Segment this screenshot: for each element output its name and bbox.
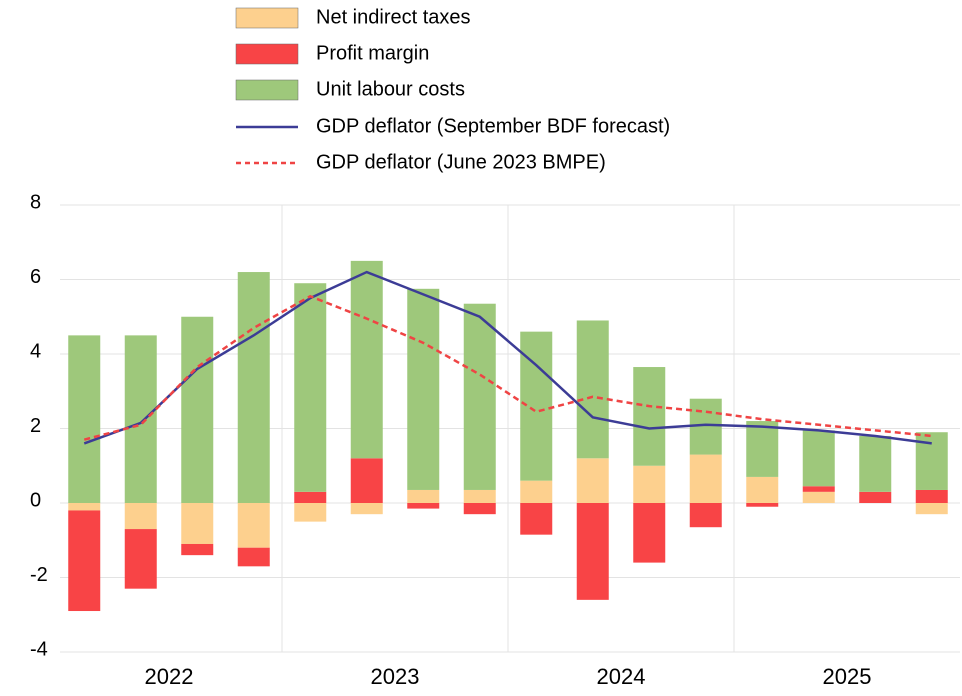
bar-segment [407,489,440,503]
bar-segment [68,510,101,612]
y-tick-label: 0 [30,489,41,511]
bar-segment [463,503,496,515]
legend-swatch [235,43,299,65]
bar-segment [407,503,440,509]
bar-segment [576,503,609,600]
bar-segment [181,316,214,503]
bar-segment [915,503,948,515]
legend-swatch [235,7,299,29]
bar-segment [689,454,722,503]
bar-segment [350,458,383,503]
y-tick-label: -2 [30,564,48,586]
bar-segment [633,503,666,563]
bar-segment [633,367,666,466]
bar-segment [237,547,270,567]
legend-label: Profit margin [316,42,429,64]
bar-segment [689,503,722,528]
legend-label: Unit labour costs [316,78,465,100]
y-tick-label: 8 [30,191,41,213]
bar-segment [350,260,383,459]
y-tick-label: -4 [30,638,48,660]
bar-segment [181,503,214,544]
bar-segment [520,480,553,503]
bar-segment [68,335,101,503]
line [83,270,932,445]
bar-segment [802,491,835,503]
bar-segment [294,503,327,522]
bar-segment [124,503,157,530]
x-tick-label: 2023 [371,664,420,689]
bar-segment [124,335,157,503]
bar-segment [407,288,440,490]
legend-label: GDP deflator (September BDF forecast) [316,115,670,137]
bar-segment [859,491,892,503]
bar-segment [859,435,892,492]
bar-segment [746,503,779,507]
bar-segment [802,430,835,487]
bar-segment [520,503,553,535]
bar-segment [746,421,779,477]
x-tick-label: 2022 [145,664,194,689]
bar-segment [576,458,609,503]
bar-segment [68,503,101,511]
bar-segment [237,272,270,503]
y-tick-label: 4 [30,340,41,362]
bar-segment [181,543,214,556]
legend-label: GDP deflator (June 2023 BMPE) [316,151,606,173]
bar-segment [294,283,327,492]
bar-segment [463,489,496,503]
bar-segment [294,491,327,503]
bar-segment [915,489,948,503]
line [83,294,932,441]
bar-segment [633,465,666,503]
legend-label: Net indirect taxes [316,6,471,28]
bar-segment [124,529,157,589]
bar-segment [802,486,835,492]
bar-segment [746,476,779,503]
y-tick-label: 6 [30,266,41,288]
y-tick-label: 2 [30,415,41,437]
x-tick-label: 2025 [823,664,872,689]
bar-segment [463,303,496,490]
x-tick-label: 2024 [597,664,646,689]
bar-segment [350,503,383,515]
bar-segment [576,320,609,459]
legend-swatch [235,79,299,101]
bar-segment [237,503,270,548]
